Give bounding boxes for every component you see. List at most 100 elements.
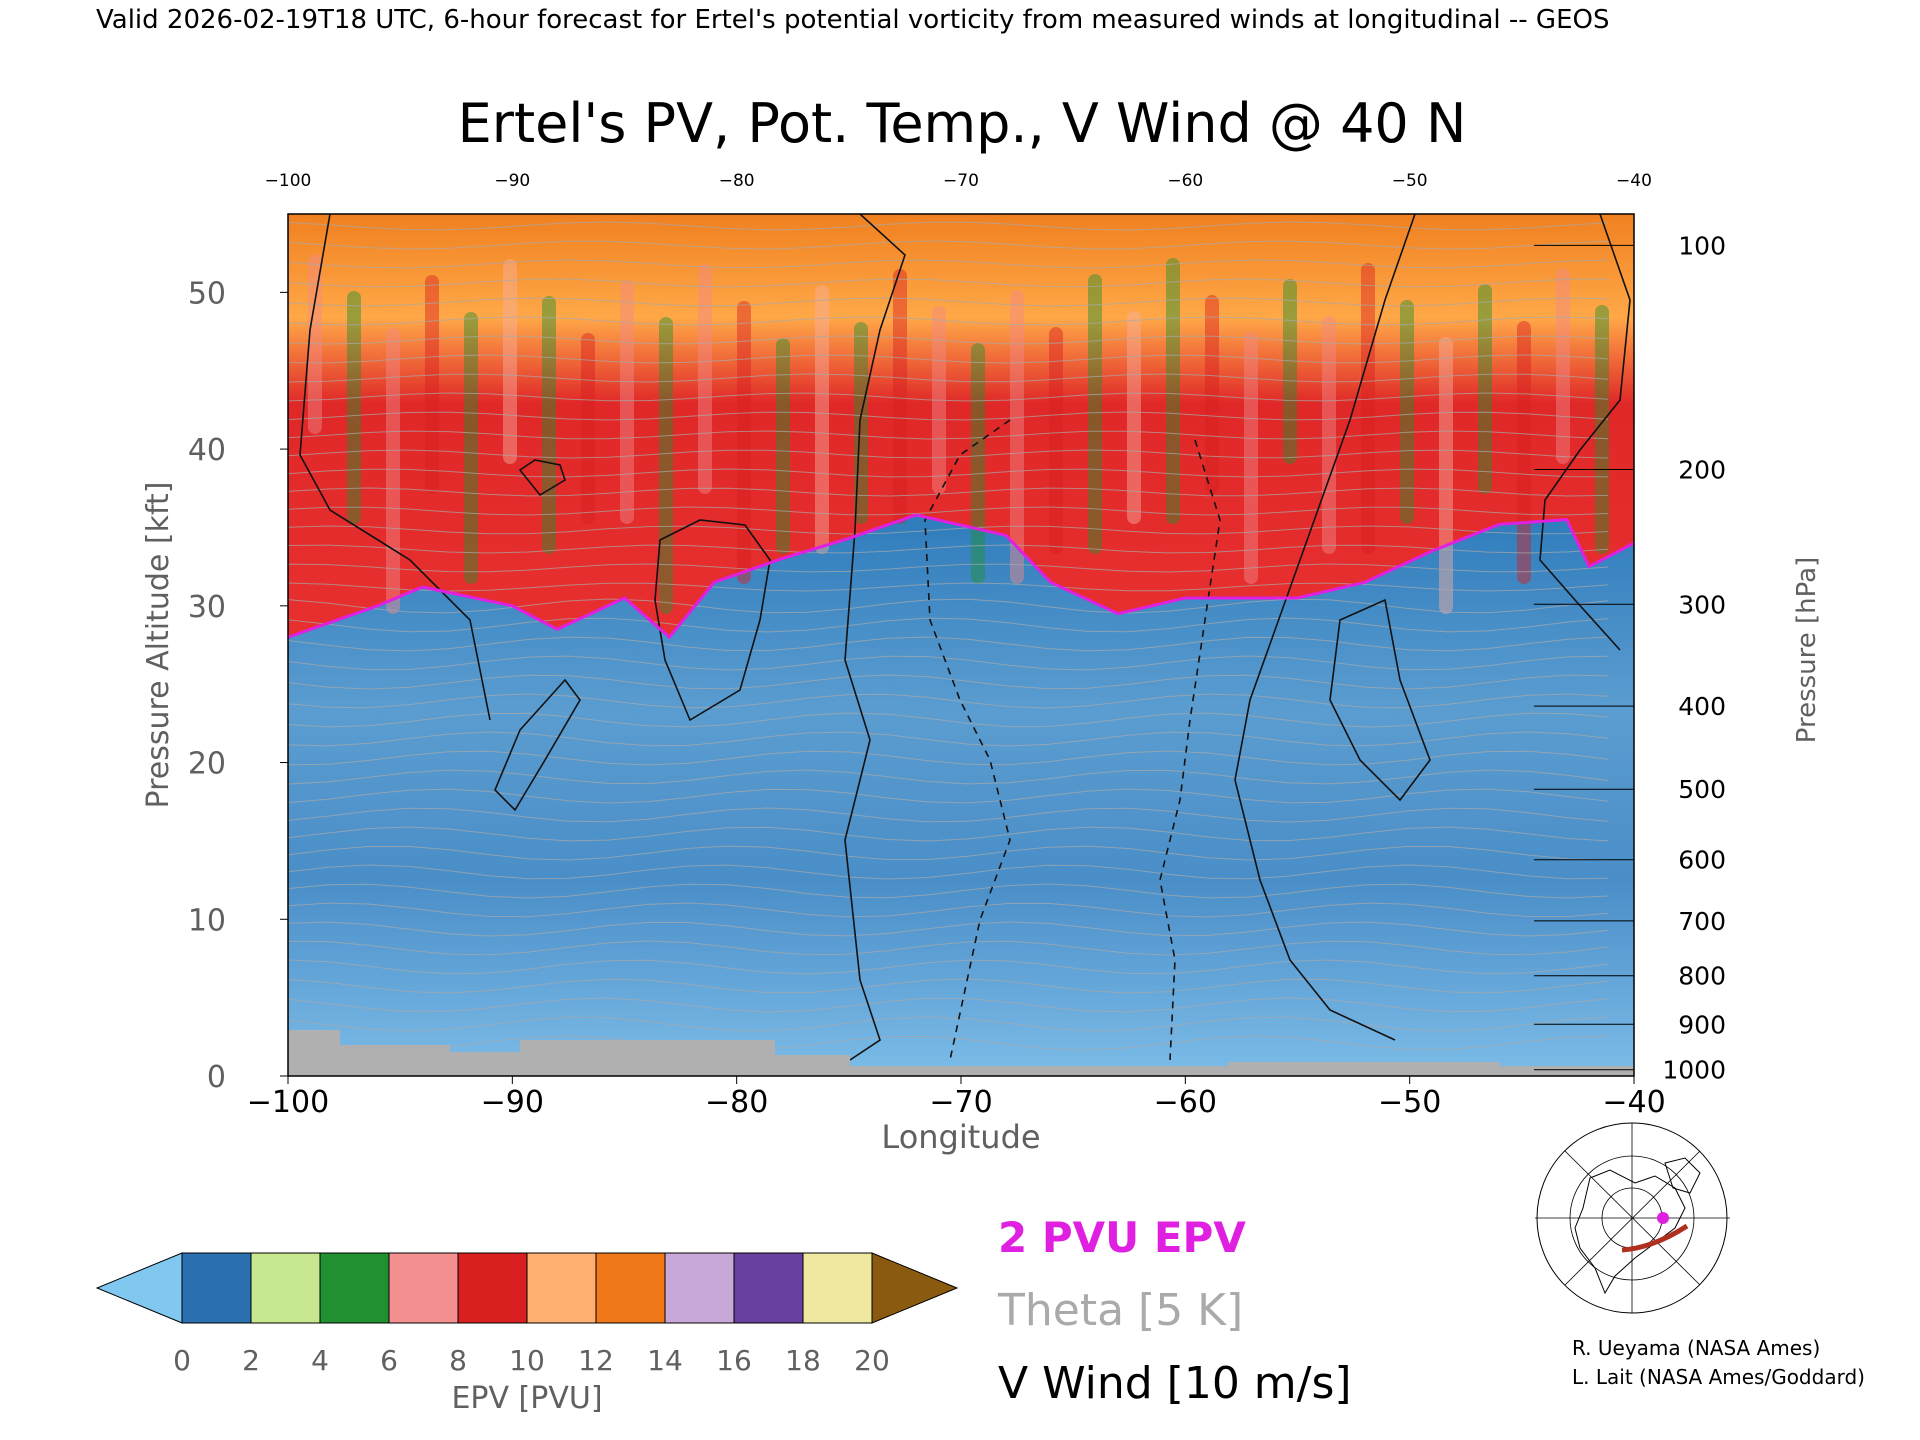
theta-contour — [288, 563, 1609, 573]
colorbar-tick-label: 2 — [242, 1344, 260, 1377]
theta-contour — [288, 826, 1609, 842]
pv-streak — [1205, 295, 1219, 494]
x-tick-label: −90 — [481, 1085, 544, 1120]
theta-contour — [288, 354, 1609, 364]
x-top-tick-label: −100 — [265, 171, 312, 191]
vwind-contour — [1234, 214, 1416, 1041]
pv-streak — [425, 275, 439, 494]
theta-contour — [288, 240, 1609, 250]
pressure-tick-label: 300 — [1678, 590, 1726, 619]
pv-streak — [737, 301, 751, 584]
colorbar-segment — [319, 1252, 390, 1324]
theta-contour — [288, 978, 1609, 994]
theta-contour — [288, 392, 1609, 402]
theta-contour — [288, 316, 1609, 326]
pv-streak — [386, 328, 400, 614]
vwind-contour — [299, 214, 491, 721]
x-top-tick-label: −40 — [1616, 171, 1652, 191]
pv-streak — [659, 317, 673, 614]
theta-contour — [288, 940, 1609, 956]
pressure-tick-label: 800 — [1678, 962, 1726, 991]
legend-pvu: 2 PVU EPV — [998, 1213, 1246, 1262]
x-tick-label: −40 — [1602, 1085, 1665, 1120]
y-tick-label: 50 — [188, 276, 226, 311]
theta-contour — [288, 598, 1609, 614]
theta-contour — [288, 468, 1609, 478]
colorbar-tick-label: 8 — [449, 1344, 467, 1377]
colorbar-tick-label: 18 — [785, 1344, 821, 1377]
x-top-tick-label: −50 — [1392, 171, 1428, 191]
x-top-tick-label: −60 — [1167, 171, 1203, 191]
theta-contour — [288, 807, 1609, 823]
pv-streak — [971, 343, 985, 584]
pv-streak — [347, 291, 361, 524]
theta-contour — [288, 617, 1609, 633]
colorbar-over-arrow — [871, 1252, 959, 1324]
theta-contour — [288, 750, 1609, 766]
theta-contour — [288, 544, 1609, 554]
x-top-tick-label: −70 — [943, 171, 979, 191]
pressure-axis: 100 200 300 400 500 600 700 800 900 1000 — [1534, 231, 1726, 1085]
colorbar-tick-label: 12 — [578, 1344, 614, 1377]
colorbar: 0 2 4 6 8 10 12 14 16 18 20 — [95, 1252, 959, 1377]
pv-streak — [542, 296, 556, 554]
y-tick-label: 30 — [188, 590, 226, 625]
x-tick-label: −50 — [1378, 1085, 1441, 1120]
pv-streak — [464, 312, 478, 584]
pv-streak — [1010, 290, 1024, 584]
pv-streak — [1400, 300, 1414, 524]
x-tick-label: −60 — [1154, 1085, 1217, 1120]
pv-streak — [1556, 268, 1570, 464]
colorbar-segment — [457, 1252, 528, 1324]
pv-streak — [1439, 337, 1453, 614]
y-tick-label: 10 — [188, 903, 226, 938]
pv-streak — [620, 280, 634, 524]
credit-line-2: L. Lait (NASA Ames/Goddard) — [1572, 1365, 1865, 1389]
colorbar-segment — [388, 1252, 459, 1324]
theta-contour — [288, 487, 1609, 497]
pv-streak — [698, 264, 712, 494]
theta-contour — [288, 1016, 1609, 1032]
theta-contour — [288, 1035, 1609, 1051]
colorbar-tick-label: 4 — [311, 1344, 329, 1377]
pv-streak — [776, 338, 790, 554]
pressure-tick-label: 100 — [1678, 231, 1726, 260]
pressure-tick-label: 200 — [1678, 455, 1726, 484]
colorbar-tick-label: 10 — [509, 1344, 545, 1377]
pressure-tick-label: 400 — [1678, 692, 1726, 721]
terrain-mask — [288, 1030, 1634, 1076]
theta-contour — [288, 959, 1609, 975]
colorbar-label: EPV [PVU] — [451, 1381, 602, 1416]
plot-area — [288, 214, 1634, 1076]
pv-streak — [815, 285, 829, 554]
colorbar-segment — [181, 1252, 252, 1324]
colorbar-segment — [595, 1252, 666, 1324]
theta-contour — [288, 902, 1609, 918]
theta-contour — [288, 921, 1609, 937]
theta-contour — [288, 883, 1609, 899]
legend-vwind: V Wind [10 m/s] — [998, 1358, 1352, 1409]
theta-contour — [288, 864, 1609, 880]
legend: 2 PVU EPV Theta [5 K] V Wind [10 m/s] — [997, 1213, 1352, 1409]
colorbar-under-arrow — [95, 1252, 183, 1324]
colorbar-tick-label: 14 — [647, 1344, 683, 1377]
pvu-2-contour — [288, 513, 1634, 640]
theta-contour — [288, 259, 1609, 269]
pv-streak — [1283, 279, 1297, 464]
colorbar-segment — [664, 1252, 735, 1324]
x-top-tick-label: −80 — [719, 171, 755, 191]
theta-contour — [288, 997, 1609, 1013]
theta-contour — [288, 430, 1609, 440]
theta-contour — [288, 373, 1609, 383]
vwind-contour — [1329, 598, 1431, 802]
colorbar-segment — [802, 1252, 873, 1324]
pressure-axis-label: Pressure [hPa] — [1792, 557, 1822, 744]
theta-contour — [288, 655, 1609, 671]
colorbar-tick-label: 16 — [716, 1344, 752, 1377]
polar-map-inset-icon — [1535, 1122, 1730, 1314]
y-tick-label: 40 — [188, 433, 226, 468]
chart-title: Ertel's PV, Pot. Temp., V Wind @ 40 N — [458, 92, 1467, 155]
pv-streak — [1049, 327, 1063, 554]
x-axis-top: −100 −90 −80 −70 −60 −50 −40 — [265, 171, 1652, 191]
